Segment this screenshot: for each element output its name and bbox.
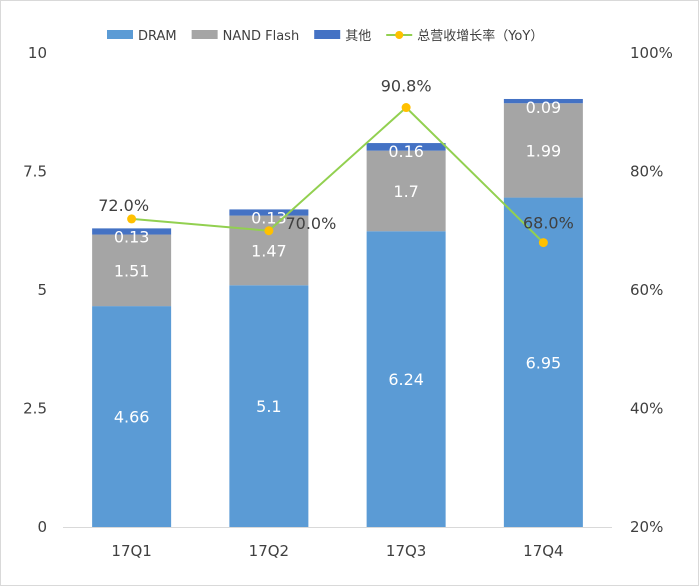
bar-segment bbox=[229, 285, 309, 527]
bar-segment bbox=[366, 150, 446, 232]
y-axis-left: 0 2.5 5 7.5 10 bbox=[23, 44, 47, 536]
bar-value-label: 6.95 bbox=[526, 353, 562, 372]
yoy-label: 68.0% bbox=[523, 214, 574, 233]
bar-value-label: 0.16 bbox=[388, 142, 424, 161]
bar-segment bbox=[366, 143, 446, 151]
bar-value-label: 1.99 bbox=[526, 141, 562, 160]
bars bbox=[92, 98, 583, 527]
bar-segment bbox=[503, 98, 583, 104]
yoy-point bbox=[401, 103, 411, 113]
x-tick-label: 17Q3 bbox=[386, 542, 426, 560]
bar-value-label: 1.47 bbox=[251, 241, 287, 260]
legend-label: 总营收增长率（YoY） bbox=[417, 28, 543, 44]
legend-label: NAND Flash bbox=[223, 29, 300, 44]
bar-value-labels: 4.66 1.51 0.13 5.1 1.47 0.13 6.24 1.7 0.16 6.95 1.… bbox=[114, 98, 561, 427]
bar-segment bbox=[229, 209, 309, 216]
bar-value-label: 4.66 bbox=[114, 408, 150, 427]
y2-tick-label: 20% bbox=[630, 518, 663, 536]
legend-label: 其他 bbox=[345, 29, 371, 44]
yoy-label: 72.0% bbox=[98, 196, 149, 215]
bar-segment bbox=[92, 234, 172, 307]
x-tick-label: 17Q4 bbox=[523, 542, 563, 560]
bar-value-label: 5.1 bbox=[256, 397, 281, 416]
y-tick-label: 5 bbox=[37, 281, 47, 299]
bar-value-label: 0.13 bbox=[114, 227, 150, 246]
legend-swatch bbox=[191, 30, 218, 39]
y2-tick-label: 40% bbox=[630, 400, 663, 418]
yoy-label: 90.8% bbox=[381, 77, 432, 96]
bar-value-label: 1.7 bbox=[393, 182, 418, 201]
y-axis-right: 20% 40% 60% 80% 100% bbox=[630, 44, 673, 536]
yoy-line: 72.0% 70.0% 90.8% 68.0% bbox=[98, 77, 574, 248]
legend-swatch bbox=[107, 30, 133, 39]
bar-segment bbox=[366, 231, 446, 527]
yoy-point bbox=[264, 226, 274, 236]
y-tick-label: 7.5 bbox=[23, 163, 47, 181]
yoy-line-path bbox=[131, 106, 545, 244]
y2-tick-label: 100% bbox=[630, 44, 673, 62]
yoy-point bbox=[127, 214, 137, 224]
legend-swatch bbox=[314, 30, 341, 39]
y-tick-label: 10 bbox=[28, 44, 47, 62]
legend-line-marker bbox=[395, 31, 404, 39]
x-tick-label: 17Q1 bbox=[111, 542, 151, 560]
x-axis: 17Q1 17Q2 17Q3 17Q4 bbox=[63, 527, 612, 560]
bar-value-label: 1.51 bbox=[114, 261, 150, 280]
bar-segment bbox=[92, 228, 172, 235]
y2-tick-label: 80% bbox=[630, 163, 663, 181]
bar-value-label: 0.13 bbox=[251, 208, 287, 227]
bar-value-label: 0.09 bbox=[526, 98, 562, 117]
yoy-label: 70.0% bbox=[285, 214, 336, 233]
bar-segment bbox=[92, 306, 172, 527]
y2-tick-label: 60% bbox=[630, 281, 663, 299]
legend: DRAM NAND Flash 其他 总营收增长率（YoY） bbox=[107, 28, 543, 44]
bar-value-label: 6.24 bbox=[388, 370, 424, 389]
yoy-point bbox=[538, 238, 548, 248]
y-tick-label: 2.5 bbox=[23, 400, 47, 418]
y-tick-label: 0 bbox=[37, 518, 47, 536]
bar-segment bbox=[503, 197, 583, 527]
legend-label: DRAM bbox=[138, 29, 177, 44]
bar-segment bbox=[503, 103, 583, 198]
x-tick-label: 17Q2 bbox=[249, 542, 289, 560]
